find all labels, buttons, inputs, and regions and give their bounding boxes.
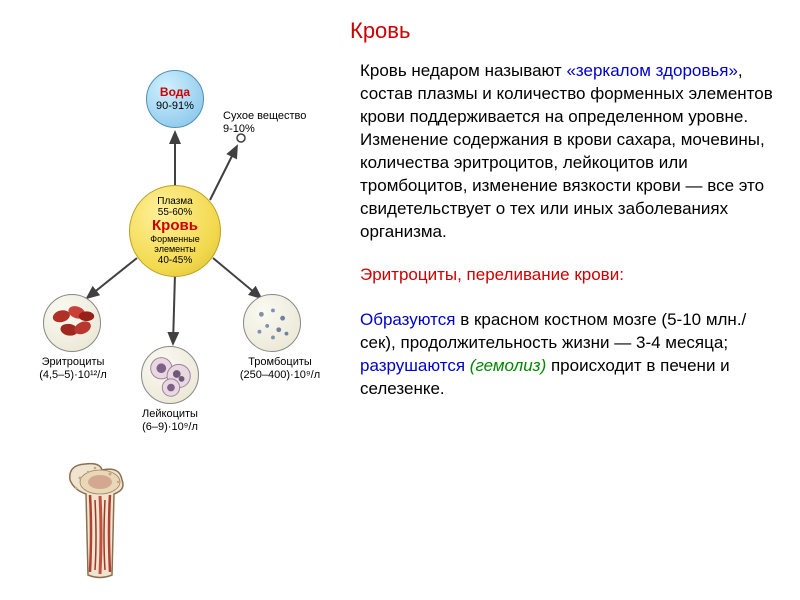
erythrocyte-label: Эритроциты (4,5–5)·10¹²/л <box>25 356 121 382</box>
eryth-name: Эритроциты <box>42 356 105 368</box>
p1-post: , состав плазмы и количество форменных э… <box>360 61 773 241</box>
plasma-label: Плазма <box>157 196 193 207</box>
destroyed-word: разрушаются <box>360 356 465 375</box>
thrombocyte-icon <box>244 295 300 351</box>
elements-pct: 40-45% <box>158 255 192 266</box>
thrombocyte-label: Тромбоциты (250–400)·10⁹/л <box>225 356 335 382</box>
blood-label: Кровь <box>152 218 198 235</box>
leukocyte-icon <box>142 347 198 403</box>
mirror-phrase: «зеркалом здоровья» <box>566 61 737 80</box>
thromb-name: Тромбоциты <box>248 356 312 368</box>
blood-diagram: Вода 90-91% Плазма 55-60% Кровь Форменны… <box>25 50 325 480</box>
bone-marrow-icon <box>60 460 140 580</box>
thromb-count: (250–400)·10⁹/л <box>240 369 320 381</box>
leukocyte-node <box>141 346 199 404</box>
page-title: Кровь <box>350 18 410 44</box>
leuk-count: (6–9)·10⁹/л <box>142 421 198 433</box>
hemolysis-word: гемолиз <box>475 356 540 375</box>
water-pct: 90-91% <box>156 100 194 112</box>
thrombocyte-node <box>243 294 301 352</box>
water-label: Вода <box>160 86 190 99</box>
elements-label: Форменные элементы <box>130 235 220 255</box>
erythrocyte-node <box>43 294 101 352</box>
water-node: Вода 90-91% <box>146 70 204 128</box>
erythrocyte-icon <box>44 295 100 351</box>
blood-center-node: Плазма 55-60% Кровь Форменные элементы 4… <box>129 185 221 277</box>
formed-word: Образуются <box>360 310 455 329</box>
leukocyte-label: Лейкоциты (6–9)·10⁹/л <box>127 408 213 434</box>
eryth-count: (4,5–5)·10¹²/л <box>39 369 107 381</box>
dry-matter-label: Сухое вещество 9-10% <box>223 110 333 136</box>
section-title: Эритроциты, переливание крови: <box>360 264 780 287</box>
main-text: Кровь недаром называют «зеркалом здоровь… <box>360 60 780 401</box>
hemolysis-open: ( <box>465 356 475 375</box>
p1-pre: Кровь недаром называют <box>360 61 566 80</box>
leuk-name: Лейкоциты <box>142 408 198 420</box>
